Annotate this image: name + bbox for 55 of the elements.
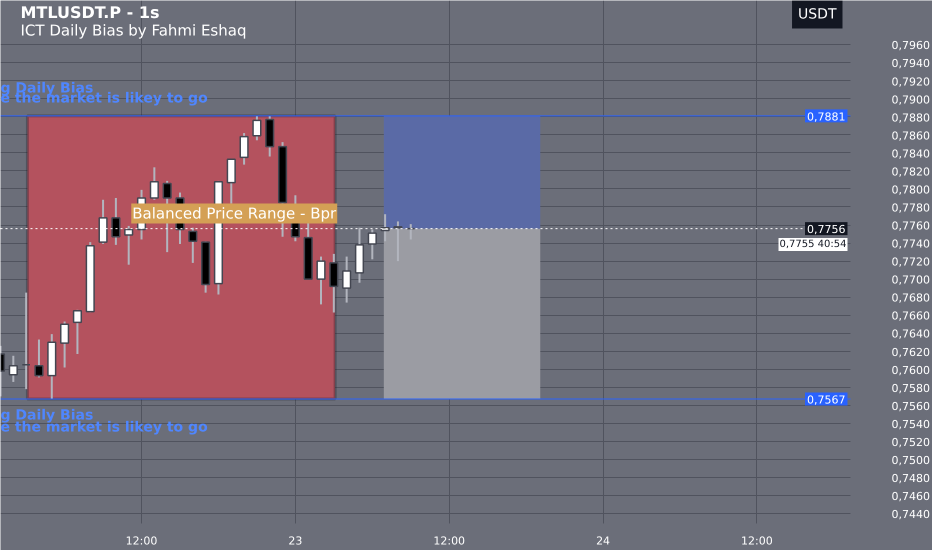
candlestick (111, 196, 120, 246)
x-tick-label: 23 (288, 534, 302, 548)
candlestick (8, 354, 18, 383)
candlestick (316, 256, 326, 306)
text: ICT Daily Bias by Fahmi Eshaq (20, 22, 246, 40)
ref-line-label: 0,7881 (807, 110, 846, 124)
y-tick-label: 0,7860 (892, 129, 930, 142)
y-tick-label: 0,7520 (892, 436, 930, 449)
candlestick (329, 252, 338, 314)
y-tick-label: 0,7440 (892, 508, 930, 522)
y-tick-label: 0,7600 (892, 364, 930, 377)
candlestick (150, 166, 159, 201)
candlestick (226, 158, 236, 204)
candlestick (22, 292, 31, 390)
candlestick (342, 256, 352, 304)
x-tick-label: 12:00 (741, 534, 773, 548)
candlestick (34, 338, 44, 378)
x-tick-label: 12:00 (126, 534, 158, 548)
ref-line-label: 0,7567 (807, 394, 846, 407)
y-tick-label: 0,7800 (892, 183, 930, 196)
y-tick-label: 0,7780 (892, 201, 930, 214)
chart-title: MTLUSDT.P - 1s (20, 3, 160, 22)
y-tick-label: 0,7540 (892, 418, 930, 431)
y-tick-label: 0,7700 (892, 274, 930, 287)
y-tick-label: 0,7480 (892, 472, 930, 486)
y-tick-label: 0,7500 (892, 454, 930, 467)
candlestick (406, 223, 416, 240)
y-tick-label: 0,7760 (892, 220, 930, 233)
ref-line-label: 0,7756 (807, 223, 846, 236)
annotation: 0,7755 40:54 (780, 239, 847, 250)
y-tick-label: 0,7840 (892, 147, 930, 160)
y-tick-label: 0,7660 (892, 310, 930, 323)
y-tick-label: 0,7680 (892, 292, 930, 305)
y-tick-label: 0,7740 (892, 238, 930, 251)
y-tick-label: 0,7960 (892, 39, 930, 52)
annotation: Balanced Price Range - Bpr (132, 204, 338, 222)
candlestick (252, 114, 262, 142)
x-tick-label: 12:00 (433, 534, 466, 548)
x-tick-label: 24 (596, 534, 610, 548)
y-tick-label: 0,7900 (892, 93, 930, 106)
y-tick-label: 0,7620 (892, 346, 930, 359)
y-tick-label: 0,7820 (892, 165, 930, 178)
y-tick-label: 0,7460 (892, 490, 930, 504)
y-tick-label: 0,7580 (892, 382, 930, 395)
y-tick-label: 0,7640 (892, 328, 930, 341)
candlestick (72, 308, 82, 355)
candlestick (60, 320, 70, 368)
y-tick-label: 0,7940 (892, 57, 930, 70)
y-tick-label: 0,7880 (892, 111, 930, 124)
candlestick (188, 226, 198, 264)
y-axis-title: USDT (798, 6, 837, 22)
y-tick-label: 0,7920 (892, 75, 930, 88)
y-tick-label: 0,7720 (892, 256, 930, 269)
y-tick-label: 0,7560 (892, 400, 930, 413)
candlestick (239, 132, 249, 166)
